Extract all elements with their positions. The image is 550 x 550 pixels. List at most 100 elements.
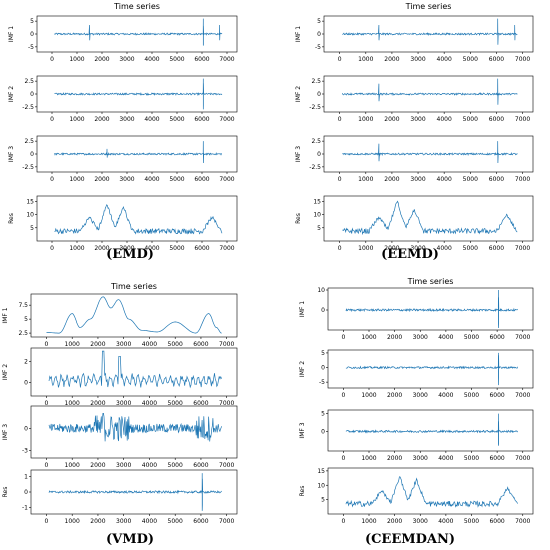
y-tick-label: 0 [30, 31, 34, 38]
x-tick-label: 3000 [119, 56, 134, 63]
x-tick-label: 4000 [144, 245, 159, 252]
y-axis-label: IMF 3 [299, 422, 306, 438]
x-tick-label: 7000 [219, 518, 234, 525]
series-line-res [342, 200, 518, 236]
x-tick-label: 6000 [489, 56, 504, 63]
y-tick-label: 5 [317, 225, 321, 232]
y-axis-label: IMF 3 [2, 424, 9, 440]
caption-ceemdan: (CEEMDAN) [364, 532, 456, 547]
y-axis-label: IMF 1 [8, 26, 15, 42]
series-line-imf-1 [54, 18, 223, 46]
x-tick-label: 4000 [438, 392, 453, 399]
x-tick-label: 5000 [169, 176, 184, 183]
x-tick-label: 0 [50, 56, 54, 63]
y-axis-label: IMF 3 [295, 146, 302, 162]
series-line-imf-3 [48, 413, 222, 442]
y-tick-label: 10 [317, 482, 325, 489]
axes-frame [30, 293, 238, 338]
x-tick-label: 7000 [515, 392, 530, 399]
series-line-imf-2 [48, 350, 222, 389]
x-tick-label: 7000 [515, 116, 530, 123]
x-tick-label: 5000 [463, 176, 478, 183]
x-tick-label: 0 [45, 518, 49, 525]
axes-frame [323, 195, 534, 242]
x-tick-label: 6000 [489, 518, 504, 525]
subplot-imf-2: -2.5 0 2.5 0 1000 2000 3000 4000 5000 6000 7000 IMF… [8, 75, 238, 123]
y-tick-label: 0 [30, 91, 34, 98]
y-tick-label: -5 [319, 379, 325, 386]
x-tick-label: 3000 [410, 176, 425, 183]
x-tick-label: 3000 [116, 462, 131, 469]
subplot-imf-3: -2.5 0 2.5 0 1000 2000 3000 4000 5000 6000 7000 IMF… [8, 135, 238, 183]
x-tick-label: 1000 [65, 341, 80, 348]
y-tick-label: 5 [317, 18, 321, 25]
x-tick-label: 6000 [489, 176, 504, 183]
x-tick-label: 1000 [361, 392, 376, 399]
x-tick-label: 7000 [515, 518, 530, 525]
x-tick-label: 4000 [142, 400, 157, 407]
x-tick-label: 0 [338, 56, 342, 63]
panel-title: Time series [405, 2, 452, 11]
x-tick-label: 5000 [464, 392, 479, 399]
series-line-imf-3 [54, 141, 222, 164]
axes-frame [327, 409, 534, 452]
y-tick-label: 2.5 [24, 138, 34, 145]
x-tick-label: 7000 [219, 116, 234, 123]
x-tick-label: 0 [338, 176, 342, 183]
x-tick-label: 1000 [65, 518, 80, 525]
subplot-imf-1: -5 0 5 0 1000 2000 3000 4000 5000 6000 7000 IMF 1 [295, 15, 534, 63]
x-tick-label: 2000 [90, 400, 105, 407]
x-tick-label: 1000 [69, 176, 84, 183]
panel-title: Time series [110, 282, 157, 291]
y-axis-label: IMF 3 [8, 146, 15, 162]
x-tick-label: 2000 [94, 245, 109, 252]
x-tick-label: 2000 [387, 455, 402, 462]
x-tick-label: 0 [338, 116, 342, 123]
x-tick-label: 4000 [438, 455, 453, 462]
y-axis-label: Res [299, 486, 306, 497]
x-tick-label: 1000 [65, 400, 80, 407]
x-tick-label: 1000 [65, 462, 80, 469]
y-axis-label: IMF 2 [2, 364, 9, 380]
x-tick-label: 3000 [410, 245, 425, 252]
x-tick-label: 0 [341, 518, 345, 525]
x-tick-label: 6000 [193, 341, 208, 348]
subplot-imf-2: -5 0 5 0 1000 2000 3000 4000 5000 6000 7000 IMF 2 [299, 349, 534, 399]
x-tick-label: 3000 [116, 518, 131, 525]
panel-title: Time series [113, 2, 160, 11]
subplot-res: 5 10 15 0 1000 2000 3000 4000 5000 6000 7000 Res [8, 195, 238, 252]
axes-frame [327, 287, 534, 331]
subplot-imf-1: -5 0 5 0 1000 2000 3000 4000 5000 6000 7000 IMF 1 [8, 15, 238, 63]
x-tick-label: 3000 [410, 56, 425, 63]
x-tick-label: 6000 [194, 56, 209, 63]
y-tick-label: 0 [321, 428, 325, 435]
subplot-imf-3: -3 0 0 1000 2000 3000 4000 5000 6000 7000 IMF 3 [2, 405, 238, 469]
axes-frame [327, 467, 534, 515]
x-tick-label: 7000 [515, 56, 530, 63]
series-line-imf-3 [345, 413, 518, 446]
x-tick-label: 6000 [489, 245, 504, 252]
x-tick-label: 4000 [144, 116, 159, 123]
y-tick-label: 5 [30, 225, 34, 232]
series-line-imf-1 [46, 296, 222, 334]
x-tick-label: 6000 [489, 334, 504, 341]
y-tick-label: 0 [321, 307, 325, 314]
x-tick-label: 5000 [168, 462, 183, 469]
x-tick-label: 3000 [413, 455, 428, 462]
y-tick-label: 0 [317, 91, 321, 98]
subplot-res: -1 0 1 0 1000 2000 3000 4000 5000 6000 7000 Res [2, 469, 238, 525]
x-tick-label: 3000 [119, 176, 134, 183]
y-tick-label: 5 [30, 18, 34, 25]
x-tick-label: 1000 [358, 116, 373, 123]
subplot-res: 5 10 15 0 1000 2000 3000 4000 5000 6000 7000 Res [295, 195, 534, 252]
x-tick-label: 4000 [437, 245, 452, 252]
y-tick-label: 0 [30, 151, 34, 158]
subplot-imf-2: 0 2 0 1000 2000 3000 4000 5000 6000 7000 IMF 2 [2, 347, 238, 407]
subplot-imf-3: -2.5 0 2.5 0 1000 2000 3000 4000 5000 6000 7000 IMF… [295, 135, 534, 183]
axes-frame [30, 347, 238, 397]
x-tick-label: 1000 [361, 334, 376, 341]
x-tick-label: 4000 [438, 518, 453, 525]
x-tick-label: 2000 [384, 56, 399, 63]
x-tick-label: 0 [338, 245, 342, 252]
